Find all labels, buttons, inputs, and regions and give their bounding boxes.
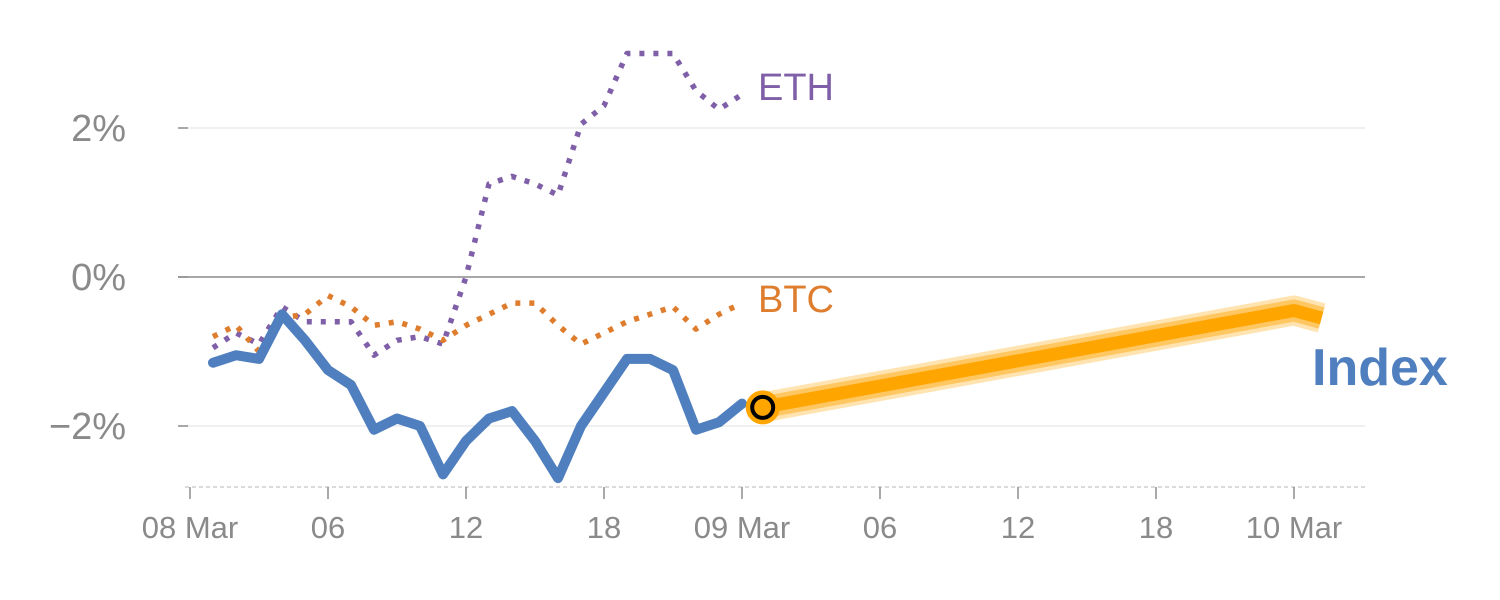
grid xyxy=(178,127,1365,427)
y-axis-ticks: 2% 0% −2% xyxy=(49,108,188,448)
x-tick-label: 12 xyxy=(1001,510,1035,545)
x-tick-label: 09 Mar xyxy=(694,510,790,545)
forecast-start-marker xyxy=(750,394,776,420)
eth-series-label: ETH xyxy=(758,67,834,109)
btc-series-label: BTC xyxy=(758,279,834,321)
x-tick-label: 08 Mar xyxy=(142,510,238,545)
series-labels: ETH BTC Index xyxy=(758,67,1448,397)
index-series-label: Index xyxy=(1312,339,1448,397)
x-tick-label: 06 xyxy=(311,510,345,545)
eth-series-line xyxy=(211,50,744,358)
y-tick-label: −2% xyxy=(49,406,126,448)
x-tick-label: 10 Mar xyxy=(1246,510,1342,545)
y-tick-label: 0% xyxy=(71,257,126,299)
y-tick-label: 2% xyxy=(71,108,126,150)
x-tick-label: 18 xyxy=(587,510,621,545)
index-series-line xyxy=(208,309,747,484)
series-lines xyxy=(208,50,747,484)
x-axis-ticks: 08 Mar 06 12 18 09 Mar 06 12 18 10 Mar xyxy=(142,487,1342,545)
forecast-line xyxy=(761,304,1324,414)
x-tick-label: 18 xyxy=(1139,510,1173,545)
forecast-band xyxy=(745,295,1326,425)
x-tick-label: 06 xyxy=(863,510,897,545)
x-tick-label: 12 xyxy=(449,510,483,545)
btc-series-line xyxy=(211,292,744,355)
